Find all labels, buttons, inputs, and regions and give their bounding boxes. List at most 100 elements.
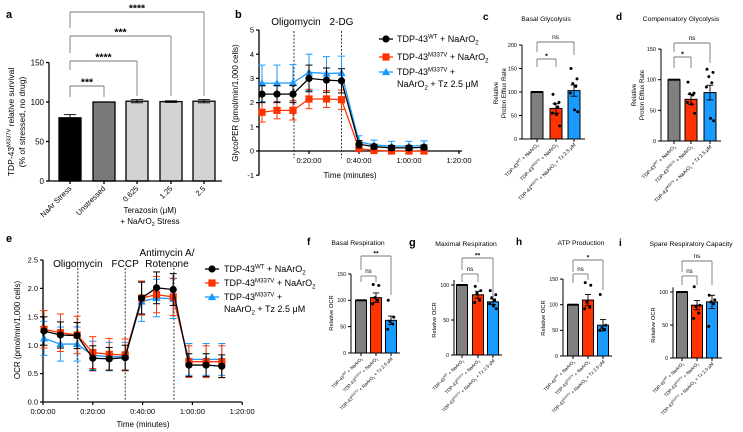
data-point <box>569 67 573 70</box>
data-point <box>710 81 714 85</box>
y-tick-label: 100 <box>549 303 558 309</box>
significance-label: *** <box>114 28 127 39</box>
data-point <box>688 92 692 96</box>
significance-label: ** <box>475 253 481 260</box>
data-point <box>583 281 587 285</box>
panel-label: d <box>616 12 622 23</box>
data-point <box>712 119 716 123</box>
data-point <box>575 77 579 81</box>
y-tick-label: 150 <box>508 66 517 72</box>
legend-label: TDP-43M337V + <box>224 291 282 302</box>
data-point-circle <box>73 331 81 340</box>
data-point-triangle <box>257 79 267 87</box>
x-axis-label: Time (minutes) <box>323 171 376 180</box>
data-point <box>488 289 492 293</box>
data-point <box>589 283 593 287</box>
legend-marker-circle <box>382 35 390 43</box>
y-axis-label: Relative OCR <box>541 300 547 335</box>
y-axis-label: Relative <box>493 81 500 104</box>
significance-bracket: ns <box>536 34 575 55</box>
data-point <box>690 102 694 106</box>
y-tick-label: 50 <box>35 137 44 146</box>
data-point <box>373 296 377 300</box>
significance-bracket: ns <box>681 268 698 285</box>
data-point-circle <box>169 285 177 294</box>
data-point <box>556 105 560 109</box>
bar-3 <box>706 301 718 359</box>
y-tick-label: 50 <box>443 318 449 324</box>
data-point <box>685 100 689 104</box>
bar-4 <box>159 100 183 182</box>
significance-label: * <box>545 53 548 61</box>
significance-label: **** <box>129 4 146 15</box>
y-tick-label: 0 <box>555 354 558 360</box>
injection-label: Rotenone <box>145 259 189 270</box>
data-point-square <box>355 144 363 153</box>
significance-bracket: * <box>572 255 604 290</box>
legend-marker-triangle <box>381 67 391 76</box>
data-point <box>550 111 554 115</box>
panel-label: e <box>6 233 12 245</box>
data-point <box>707 324 711 328</box>
y-tick-label: 2.0 <box>28 284 38 293</box>
data-point <box>571 82 575 86</box>
data-point <box>479 289 483 293</box>
data-point-circle <box>305 74 313 82</box>
data-point <box>705 67 709 71</box>
data-point <box>603 327 607 331</box>
data-point <box>588 305 592 309</box>
y-axis-label: Relative OCR <box>432 302 438 337</box>
x-axis-label: Time (minutes) <box>116 420 169 429</box>
significance-bracket: * <box>536 53 557 67</box>
data-point <box>553 102 557 106</box>
data-point-square <box>258 108 266 116</box>
data-point <box>707 293 711 297</box>
series-circle <box>258 64 428 152</box>
legend-marker-triangle <box>207 292 217 301</box>
panel-label: g <box>409 237 416 249</box>
y-tick-label: 0 <box>40 177 45 186</box>
data-point <box>488 302 492 306</box>
injection-label: Antimycin A/ <box>139 248 194 259</box>
significance-label: ** <box>373 251 379 258</box>
data-point <box>473 284 477 288</box>
bar-1 <box>676 291 688 359</box>
y-tick-label: 0.0 <box>28 398 38 407</box>
legend-marker-square <box>208 279 216 287</box>
significance-label: ns <box>694 253 701 260</box>
y-tick-label: 150 <box>647 47 656 53</box>
significance-label: * <box>681 51 684 59</box>
data-point-circle <box>258 90 266 98</box>
data-point-square <box>322 95 331 103</box>
data-point <box>494 293 498 297</box>
bar-1 <box>355 299 367 354</box>
bar-3 <box>567 90 581 140</box>
y-tick-label: 50 <box>511 113 517 119</box>
data-point-circle <box>218 362 226 370</box>
x-tick-label: 0:40:00 <box>346 156 371 165</box>
x-tick-label: 1:20:00 <box>230 407 255 416</box>
bar-1 <box>530 91 544 140</box>
data-point <box>574 84 578 88</box>
data-point <box>573 108 577 112</box>
data-point-circle <box>322 76 331 84</box>
data-point <box>692 316 696 320</box>
legend-label: NaArO2 + Tz 2.5 μM <box>397 79 478 92</box>
y-tick-label: 1 <box>250 122 254 131</box>
data-point <box>568 91 572 95</box>
legend-label: TDP-43M337V + <box>397 66 455 77</box>
y-tick-label: 50 <box>650 108 656 114</box>
x-tick-label: 0:20:00 <box>296 156 321 165</box>
data-point <box>598 328 602 332</box>
data-point <box>371 282 375 286</box>
legend-label: TDP-43M337V + NaArO2 <box>397 51 489 64</box>
data-point <box>707 75 711 79</box>
significance-bracket: *** <box>69 28 172 96</box>
y-tick-label: 100 <box>508 90 517 96</box>
y-tick-label: 100 <box>337 298 346 304</box>
x-tick-label: 0:20:00 <box>80 407 105 416</box>
y-tick-label: -1 <box>247 171 254 180</box>
